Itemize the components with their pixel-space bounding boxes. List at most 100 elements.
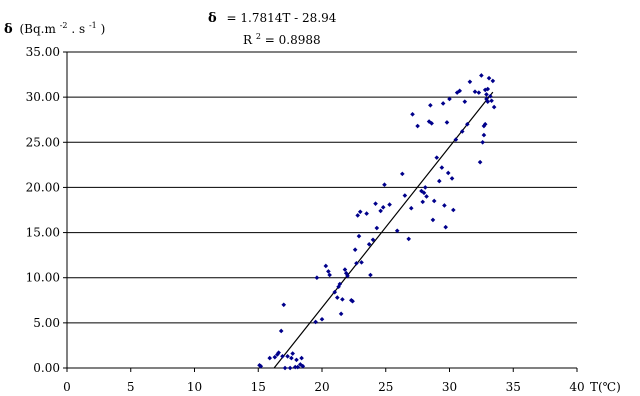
data-point-89 [476,90,482,95]
data-point-29 [337,281,343,287]
data-point-15 [294,357,299,363]
grid-lines [67,51,577,369]
data-point-43 [364,211,369,216]
data-point-22 [319,316,325,322]
data-point-39 [355,213,360,218]
data-point-100 [490,78,496,84]
data-point-73 [440,101,446,106]
data-point-49 [378,208,383,214]
data-point-77 [445,170,451,176]
data-point-47 [373,201,378,206]
data-point-53 [394,228,400,234]
data-point-55 [402,193,408,198]
data-point-6 [278,328,284,334]
data-point-31 [340,297,345,302]
data-point-88 [472,89,478,95]
data-point-97 [486,75,492,81]
data-point-86 [465,121,470,127]
data-point-26 [332,289,338,295]
data-point-44 [366,242,372,247]
data-point-58 [410,111,415,117]
data-point-64 [424,194,429,199]
x-tick-label-0: 0 [63,380,71,394]
r-squared-exp: 2 [256,32,261,41]
data-point-14 [292,364,298,370]
data-point-74 [442,203,447,208]
x-tick-label-3: 15 [251,380,266,394]
data-point-27 [335,295,340,300]
data-point-1 [258,363,264,369]
y-axis-label-symbol: δ [4,22,13,37]
trendline-equation: δ = 1.7814T - 28.94 [208,11,337,26]
x-tick-labels: 0 5 10 15 20 25 30 35 40 [63,368,585,394]
equation-text: = 1.7814T - 28.94 [227,11,337,25]
y-tick-label-4: 20.00 [26,180,60,194]
x-tick-label-7: 35 [506,380,521,394]
data-point-13 [290,351,295,356]
x-tick-label-1: 5 [127,380,135,394]
data-point-12 [289,355,294,361]
data-point-92 [480,139,485,145]
data-point-57 [408,205,414,211]
data-point-61 [420,199,426,205]
data-point-71 [437,178,442,184]
y-tick-label-5: 25.00 [26,135,60,149]
data-point-51 [382,182,387,188]
data-point-7 [280,353,285,359]
data-point-10 [285,353,290,359]
data-point-66 [428,102,433,108]
data-point-4 [275,352,280,357]
y-axis-label-exp2: -1 [89,21,97,30]
data-point-40 [356,233,362,239]
data-point-62 [421,190,427,196]
data-point-68 [430,217,436,223]
data-point-32 [342,267,348,272]
data-point-38 [354,260,359,266]
data-point-48 [374,225,380,231]
data-point-90 [477,159,483,165]
data-point-85 [462,99,468,104]
data-point-50 [380,204,386,210]
data-point-46 [370,237,376,243]
data-point-16 [295,364,301,370]
data-point-67 [429,121,434,126]
y-axis-label-mid: . s [71,22,85,36]
data-point-41 [357,209,363,215]
data-point-93 [481,123,487,129]
y-tick-labels: 0.00 5.00 10.00 15.00 20.00 25.00 30.00 35.00 [26,45,67,375]
x-axis-label: T(℃) [590,380,621,394]
data-point-101 [491,104,497,110]
data-point-8 [281,302,287,308]
data-point-83 [457,88,462,94]
data-point-104 [482,121,488,127]
data-point-81 [453,137,459,142]
data-point-3 [272,354,278,360]
x-tick-label-2: 10 [187,380,202,394]
x-tick-label-5: 25 [378,380,393,394]
data-point-42 [359,260,364,265]
data-point-23 [323,263,329,269]
y-tick-label-0: 0.00 [33,361,60,375]
data-point-72 [439,165,445,170]
y-tick-label-7: 35.00 [26,45,60,59]
data-point-98 [488,93,493,99]
y-axis-label-unit: (Bq.m [20,22,57,36]
data-point-103 [485,86,491,92]
r-squared-value: = 0.8988 [265,33,321,47]
data-point-30 [338,311,344,317]
x-tick-label-6: 30 [442,380,457,394]
data-point-20 [313,319,318,325]
data-point-24 [326,269,331,274]
data-point-63 [422,185,428,190]
data-point-5 [276,350,281,355]
data-point-9 [282,365,288,371]
r-squared: R 2 = 0.8988 [243,28,321,47]
y-tick-label-6: 30.00 [26,90,60,104]
data-point-82 [454,90,460,95]
data-point-84 [459,129,465,134]
data-point-79 [449,176,455,181]
x-tick-label-8: 40 [569,380,584,394]
y-tick-label-3: 15.00 [26,226,60,240]
y-axis-label-exp1: -2 [60,21,68,30]
data-point-80 [451,207,456,213]
